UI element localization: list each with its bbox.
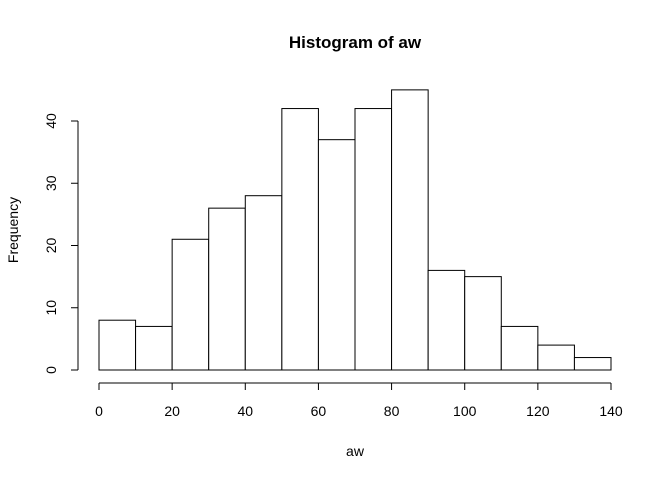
y-tick-label: 40 [43,113,59,129]
x-tick-label: 60 [311,403,327,419]
chart-title: Histogram of aw [289,33,422,52]
x-tick-label: 0 [95,403,103,419]
x-tick-label: 80 [384,403,400,419]
histogram-bar-60-70 [317,139,356,371]
y-tick-label: 30 [43,175,59,191]
x-tick-label: 100 [453,403,477,419]
x-axis-label: aw [346,443,365,459]
y-axis: 0 10 20 30 40 [43,113,79,374]
y-tick-label: 0 [43,366,59,374]
y-tick-label: 10 [43,300,59,316]
histogram-bar-90-100 [427,269,466,371]
x-tick-label: 40 [237,403,253,419]
histogram-bar-40-50 [244,195,283,371]
histogram-bar-130-140 [573,357,612,371]
x-tick-label: 140 [599,403,623,419]
histogram-bar-50-60 [281,108,319,371]
x-axis: 0 20 40 60 80 100 120 140 [95,382,623,419]
histogram-bar-100-110 [464,276,502,371]
bars-group [98,89,612,371]
histogram-bar-30-40 [208,207,246,371]
histogram-bar-20-30 [171,238,210,371]
y-axis-label: Frequency [5,197,21,263]
x-tick-label: 120 [526,403,550,419]
histogram-bar-0-10 [98,319,137,371]
x-tick-label: 20 [164,403,180,419]
histogram-bar-110-120 [500,325,539,371]
histogram-bar-80-90 [391,89,429,371]
histogram-bar-10-20 [135,325,173,371]
histogram-bar-120-130 [537,344,575,371]
y-tick-label: 20 [43,238,59,254]
histogram-bar-70-80 [354,108,393,371]
